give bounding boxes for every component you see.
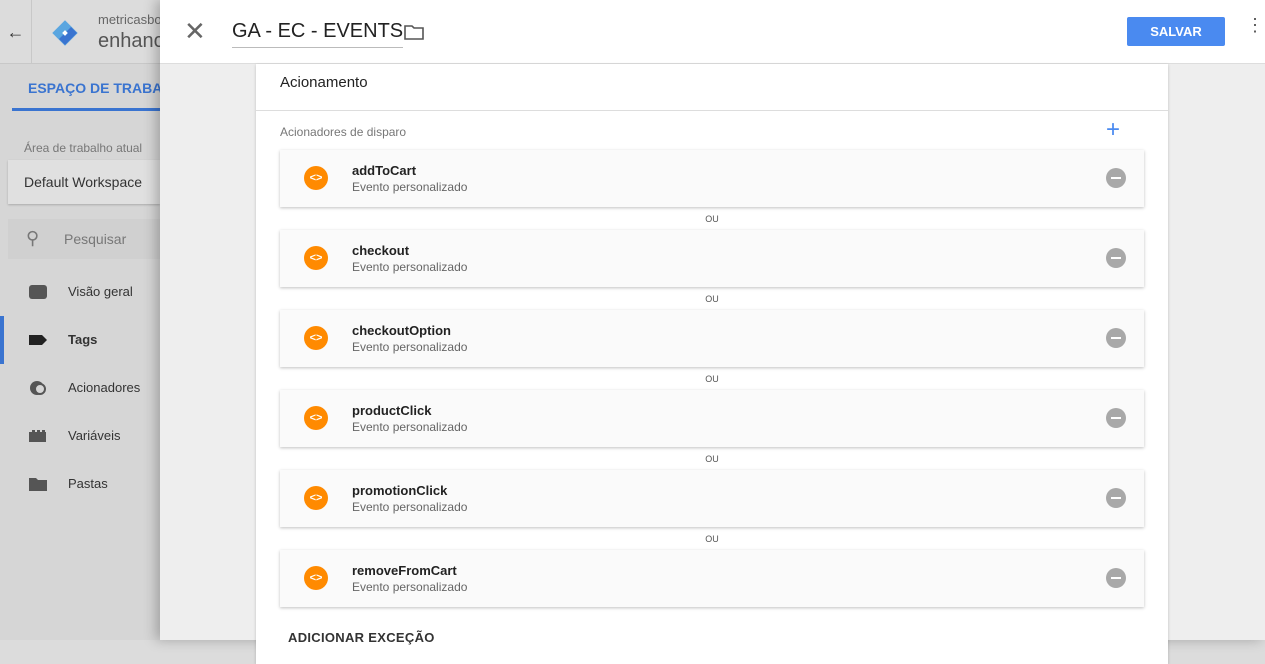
or-separator: OU	[705, 294, 719, 304]
or-separator: OU	[705, 454, 719, 464]
more-vert-icon[interactable]: ⋮	[1246, 15, 1264, 35]
triggers-label: Acionadores de disparo	[280, 125, 407, 139]
custom-event-icon: <>	[304, 326, 328, 350]
trigger-name: removeFromCart	[352, 563, 457, 578]
sidebar-item-overview[interactable]: Visão geral	[0, 268, 160, 316]
remove-trigger-button[interactable]	[1106, 168, 1126, 188]
tag-icon	[29, 335, 47, 345]
custom-event-icon: <>	[304, 166, 328, 190]
container-name: enhanc	[98, 30, 164, 52]
add-exception-button[interactable]: ADICIONAR EXCEÇÃO	[288, 630, 435, 645]
nav-label: Variáveis	[68, 428, 121, 443]
add-trigger-button[interactable]: +	[1106, 116, 1121, 143]
nav-label: Tags	[68, 332, 98, 347]
sidebar: ← metricasbo enhanc ESPAÇO DE TRABALHO Á…	[0, 0, 192, 640]
folder-icon	[29, 478, 47, 491]
remove-trigger-button[interactable]	[1106, 248, 1126, 268]
gtm-logo	[52, 20, 78, 46]
tag-title-input[interactable]: GA - EC - EVENTS	[232, 20, 404, 48]
search-icon: ⚲	[26, 228, 40, 248]
section-title: Acionamento	[280, 74, 368, 91]
trigger-icon	[30, 381, 46, 395]
workspace-selector[interactable]: Default Workspace	[8, 160, 160, 204]
save-button[interactable]: SALVAR	[1127, 17, 1225, 46]
sidebar-item-triggers[interactable]: Acionadores	[0, 364, 160, 412]
trigger-item[interactable]: <> addToCart Evento personalizado	[280, 150, 1144, 207]
trigger-item[interactable]: <> productClick Evento personalizado	[280, 390, 1144, 447]
trigger-type: Evento personalizado	[352, 340, 468, 354]
sidebar-item-variables[interactable]: Variáveis	[0, 412, 160, 460]
remove-trigger-button[interactable]	[1106, 568, 1126, 588]
sidebar-item-tags[interactable]: Tags	[0, 316, 160, 364]
trigger-name: promotionClick	[352, 483, 448, 498]
trigger-name: checkoutOption	[352, 323, 451, 338]
triggering-card: Acionamento Acionadores de disparo + <> …	[256, 64, 1168, 664]
current-workspace-label: Área de trabalho atual	[24, 141, 143, 155]
nav-label: Visão geral	[68, 284, 133, 299]
tag-editor-panel: ✕ GA - EC - EVENTS SALVAR ⋮ Acionamento …	[160, 0, 1265, 664]
folder-icon[interactable]	[404, 24, 424, 40]
remove-trigger-button[interactable]	[1106, 488, 1126, 508]
remove-trigger-button[interactable]	[1106, 408, 1126, 428]
nav-label: Acionadores	[68, 380, 141, 395]
trigger-type: Evento personalizado	[352, 420, 468, 434]
sidebar-item-folders[interactable]: Pastas	[0, 460, 160, 508]
or-separator: OU	[705, 534, 719, 544]
overview-icon	[29, 285, 47, 299]
custom-event-icon: <>	[304, 406, 328, 430]
trigger-item[interactable]: <> removeFromCart Evento personalizado	[280, 550, 1144, 607]
or-separator: OU	[705, 214, 719, 224]
divider	[256, 110, 1168, 111]
remove-trigger-button[interactable]	[1106, 328, 1126, 348]
trigger-type: Evento personalizado	[352, 580, 468, 594]
trigger-name: productClick	[352, 403, 432, 418]
custom-event-icon: <>	[304, 566, 328, 590]
back-arrow-icon[interactable]: ←	[0, 0, 32, 64]
trigger-name: addToCart	[352, 163, 417, 178]
tab-workspace[interactable]: ESPAÇO DE TRABALHO	[28, 80, 192, 96]
trigger-type: Evento personalizado	[352, 260, 468, 274]
top-bar: ← metricasbo enhanc	[0, 0, 164, 64]
custom-event-icon: <>	[304, 486, 328, 510]
variable-icon	[29, 430, 46, 442]
trigger-item[interactable]: <> checkout Evento personalizado	[280, 230, 1144, 287]
nav-label: Pastas	[68, 476, 108, 491]
trigger-name: checkout	[352, 243, 410, 258]
custom-event-icon: <>	[304, 246, 328, 270]
search-placeholder: Pesquisar	[64, 231, 127, 247]
trigger-type: Evento personalizado	[352, 180, 468, 194]
panel-header: ✕ GA - EC - EVENTS SALVAR ⋮	[160, 0, 1265, 64]
trigger-item[interactable]: <> promotionClick Evento personalizado	[280, 470, 1144, 527]
search-input[interactable]: ⚲ Pesquisar	[8, 219, 160, 259]
trigger-type: Evento personalizado	[352, 500, 468, 514]
tab-indicator	[12, 108, 160, 111]
trigger-item[interactable]: <> checkoutOption Evento personalizado	[280, 310, 1144, 367]
close-icon[interactable]: ✕	[184, 16, 206, 46]
account-name: metricasbo	[98, 12, 162, 27]
or-separator: OU	[705, 374, 719, 384]
